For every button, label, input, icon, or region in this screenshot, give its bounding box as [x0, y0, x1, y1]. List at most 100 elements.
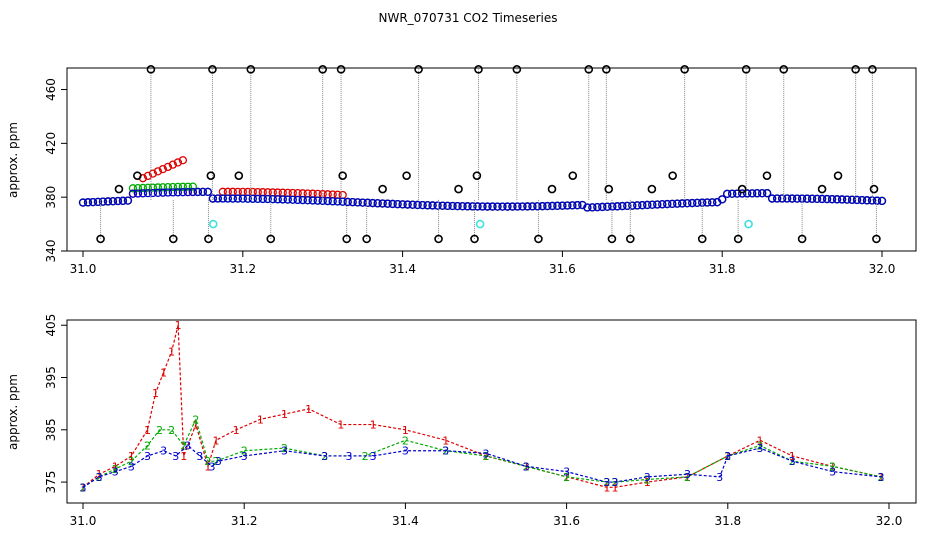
series-marker-3: 3 — [563, 466, 570, 479]
top-y-axis: 340 380 420 460 — [44, 78, 67, 262]
top-point-blue — [373, 199, 382, 208]
top-point-flag-mid — [568, 171, 578, 180]
top-x-tick-label: 31.8 — [709, 262, 736, 276]
top-point-blue — [323, 196, 332, 206]
top-point-blue — [488, 202, 497, 211]
top-point-blue — [253, 194, 262, 203]
top-point-blue — [767, 194, 777, 203]
top-point-flag-high — [584, 65, 594, 74]
top-y-tick-label: 460 — [44, 78, 58, 101]
series-marker-3: 3 — [611, 476, 618, 489]
series-line-1 — [82, 325, 882, 488]
series-marker-3: 3 — [196, 450, 203, 463]
top-point-blue — [423, 201, 432, 210]
top-point-blue — [303, 196, 312, 205]
top-point-cyan-flag — [208, 219, 218, 229]
series-marker-3: 3 — [112, 466, 119, 479]
top-point-flag-mid — [869, 184, 879, 194]
top-y-tick-label: 420 — [44, 132, 58, 155]
top-point-flag-low — [626, 234, 635, 244]
series-marker-3: 3 — [172, 450, 179, 463]
top-point-blue — [872, 196, 882, 205]
top-point-flag-mid — [338, 171, 347, 180]
top-point-green — [178, 182, 188, 191]
top-point-blue — [777, 194, 787, 203]
series-marker-1: 1 — [204, 460, 211, 473]
top-point-blue — [183, 187, 193, 197]
bottom-x-tick-label: 31.2 — [231, 514, 258, 528]
top-point-blue — [802, 194, 812, 203]
top-point-blue — [688, 198, 697, 208]
top-point-blue — [348, 197, 357, 207]
top-point-blue — [213, 194, 222, 203]
bottom-x-tick-label: 31.0 — [70, 514, 97, 528]
series-marker-2: 2 — [877, 471, 884, 484]
top-point-green — [188, 182, 198, 191]
top-point-blue — [143, 188, 153, 198]
top-point-blue — [123, 196, 133, 205]
series-marker-2: 2 — [96, 471, 103, 484]
top-point-red — [143, 171, 153, 181]
bottom-y-axis-label: approx. ppm — [6, 374, 20, 450]
top-point-blue — [613, 202, 622, 211]
top-point-blue — [483, 202, 492, 211]
top-point-blue — [877, 196, 887, 206]
top-point-blue — [83, 198, 93, 207]
top-point-blue — [103, 197, 113, 206]
top-point-flag-high — [474, 65, 483, 74]
top-point-flag-high — [512, 65, 522, 74]
series-marker-3: 3 — [603, 476, 610, 489]
series-marker-1: 1 — [80, 481, 87, 494]
top-point-blue — [598, 202, 607, 212]
top-point-blue — [548, 201, 557, 211]
top-point-blue — [837, 195, 847, 204]
top-point-blue — [173, 188, 183, 197]
top-x-tick-label: 31.0 — [70, 262, 97, 276]
top-point-green — [138, 183, 148, 193]
top-point-flag-high — [602, 65, 611, 74]
top-plot-area — [78, 65, 887, 244]
top-point-blue — [188, 187, 198, 197]
top-point-blue — [308, 196, 317, 205]
top-point-blue — [533, 202, 542, 211]
series-marker-2: 2 — [80, 481, 87, 494]
series-line-3 — [82, 444, 882, 488]
top-point-flag-low — [434, 234, 443, 244]
top-point-green — [173, 182, 183, 192]
series-marker-1: 1 — [789, 450, 796, 463]
top-point-blue — [683, 199, 692, 208]
top-point-flag-mid — [737, 184, 747, 194]
top-point-blue — [238, 194, 247, 203]
top-point-red — [173, 158, 183, 167]
top-plot-frame — [66, 67, 917, 252]
top-point-blue — [708, 198, 717, 207]
top-point-blue — [762, 189, 772, 198]
top-point-green — [148, 183, 158, 192]
top-point-flag-mid — [817, 184, 827, 194]
top-point-red — [338, 190, 347, 200]
series-marker-3: 3 — [829, 466, 836, 479]
top-point-blue — [753, 189, 762, 198]
top-point-blue — [178, 188, 188, 197]
top-point-red — [153, 167, 163, 176]
top-point-blue — [648, 200, 657, 209]
top-point-blue — [673, 199, 682, 208]
top-point-blue — [578, 200, 587, 210]
bottom-y-tick-label: 405 — [44, 314, 58, 337]
series-marker-1: 1 — [281, 408, 288, 421]
bottom-x-tick-label: 31.8 — [714, 514, 741, 528]
series-marker-3: 3 — [757, 442, 764, 455]
top-point-blue — [368, 198, 377, 208]
top-point-flag-mid — [114, 184, 124, 194]
top-point-flag-low — [697, 234, 707, 244]
bottom-plot-frame — [66, 319, 917, 504]
series-marker-1: 1 — [611, 481, 618, 494]
top-point-green — [163, 183, 173, 192]
top-point-blue — [633, 201, 642, 210]
top-point-blue — [523, 202, 532, 211]
top-point-flag-high — [680, 65, 689, 74]
top-point-blue — [218, 194, 227, 203]
series-marker-1: 1 — [644, 476, 651, 489]
